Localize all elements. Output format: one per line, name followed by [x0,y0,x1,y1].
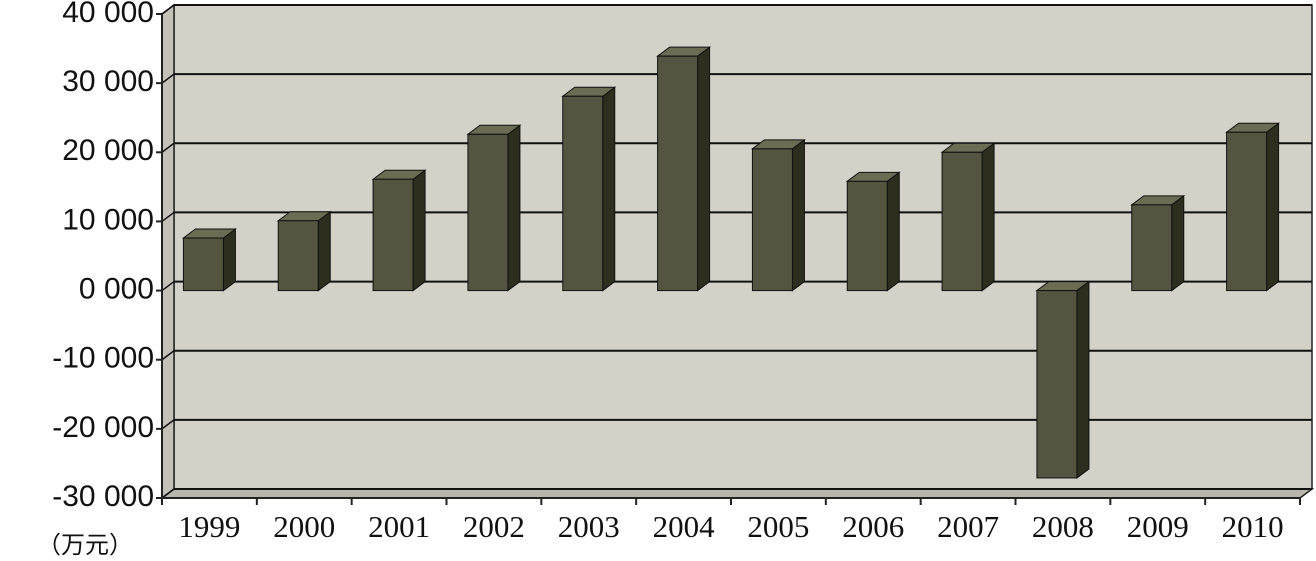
bar [941,151,983,292]
bar [846,180,888,292]
x-tick-label: 2002 [463,509,525,544]
x-tick-label: 2004 [653,509,716,544]
y-tick-label: 10 000 [62,203,154,236]
grid-line-side [161,73,175,84]
y-tick-label: 0 000 [79,272,154,305]
x-tick-label: 2010 [1222,509,1284,544]
bar-side [1266,122,1280,292]
bar-side [507,124,521,292]
x-tick-label: 2003 [558,509,620,544]
bar-side [317,210,331,292]
x-tick-label: 2008 [1032,509,1094,544]
bar-side [602,86,616,292]
y-tick-label: -20 000 [52,411,154,444]
y-tick-label: 20 000 [62,134,154,167]
grid-line-side [161,4,175,15]
bar [1226,131,1268,292]
floor [159,488,1315,499]
y-tick-label: 30 000 [62,65,154,98]
grid-line-side [161,488,175,499]
y-tick-label: -30 000 [52,480,154,513]
x-tick-label: 2009 [1127,509,1189,544]
x-tick-label: 2000 [273,509,335,544]
grid-line-side [161,211,175,223]
bar [372,178,414,292]
grid-line-side [161,350,175,361]
x-tick-label: 2007 [937,509,999,544]
grid-line-side [161,280,175,292]
bar [657,55,699,292]
bar [751,148,793,292]
bar-side [1171,194,1185,292]
x-tick-label: 2005 [747,509,809,544]
bar [1131,204,1173,292]
bar [562,95,604,292]
bar [1036,290,1078,479]
bar-side [412,169,426,292]
x-tick-label: 2001 [368,509,430,544]
y-tick-label: 40 000 [62,0,154,29]
x-tick-label: 2006 [842,509,904,544]
bar-side [1076,280,1090,479]
y-tick-label: -10 000 [52,342,154,375]
unit-label: （万元） [37,531,133,559]
bar [277,220,319,292]
x-tick-label: 1999 [178,509,240,544]
bar-side [222,228,236,292]
bar [467,133,509,292]
grid-line-side [161,419,175,430]
bar-side [697,46,711,292]
grid-line-side [161,142,175,153]
bar-side [791,138,805,292]
bar [182,237,224,292]
bar-side [981,142,995,292]
bar-side [886,171,900,292]
